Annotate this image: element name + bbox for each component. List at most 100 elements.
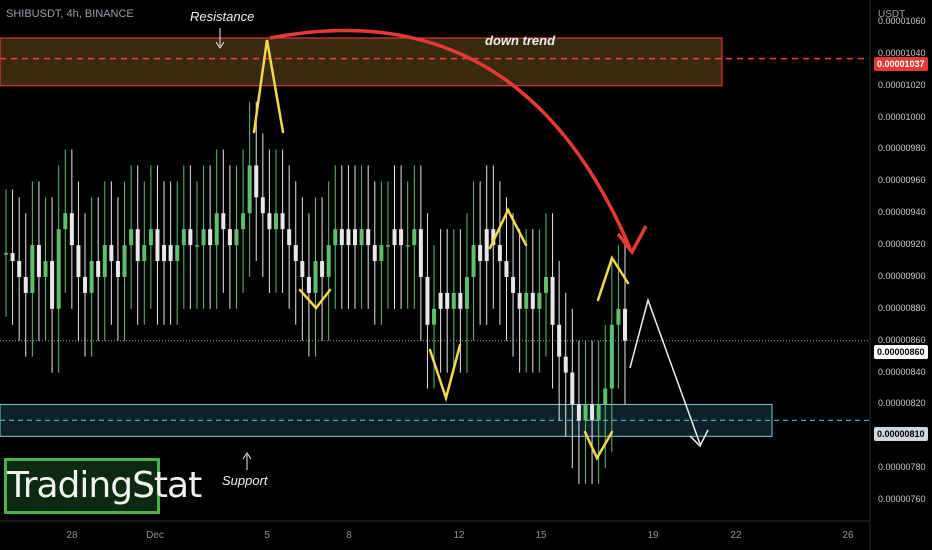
candle-body: [247, 165, 252, 214]
candle: [122, 181, 127, 341]
peak-wave-3: [596, 255, 630, 302]
candle-body: [43, 261, 48, 277]
candle: [326, 181, 331, 341]
candle-body: [306, 276, 311, 293]
candle: [333, 165, 338, 309]
candle: [425, 213, 430, 389]
candle: [537, 229, 542, 373]
candle: [563, 292, 568, 437]
candle-body: [89, 261, 94, 293]
candle-body: [471, 245, 476, 277]
y-tick-label: 0.00001020: [878, 79, 926, 90]
candle-body: [451, 292, 456, 309]
down-trend-arrow: [269, 28, 632, 249]
candle: [366, 165, 371, 309]
candle: [63, 149, 68, 293]
candle-body: [524, 292, 529, 309]
candle-body: [221, 213, 226, 230]
candle-body: [23, 276, 28, 293]
candle: [339, 165, 344, 309]
current-price-badge: 0.00000860: [874, 345, 928, 359]
candle-body: [379, 245, 384, 262]
candle-body: [326, 245, 331, 277]
candle-body: [590, 404, 595, 421]
candle: [36, 181, 41, 341]
candle-body: [530, 292, 535, 309]
candle: [504, 197, 509, 341]
x-tick-label: 12: [453, 530, 465, 541]
candle: [273, 149, 278, 293]
x-tick-label: 5: [264, 530, 270, 541]
x-tick-label: Dec: [146, 530, 164, 541]
candle: [451, 229, 456, 373]
brand-logo: TradingStat: [4, 458, 202, 514]
candle-body: [227, 229, 232, 246]
candle-body: [313, 261, 318, 293]
resistance-peak-wave: [252, 39, 285, 134]
candle: [23, 213, 28, 357]
candle: [353, 165, 358, 309]
candle-body: [293, 245, 298, 262]
candle: [234, 165, 239, 309]
candle-body: [504, 261, 509, 277]
candle-body: [425, 276, 430, 325]
candle: [306, 213, 311, 357]
candle: [583, 340, 588, 485]
candle: [399, 165, 404, 309]
candle-body: [596, 404, 601, 421]
candle: [412, 165, 417, 309]
candle: [241, 149, 246, 293]
candle-body: [478, 245, 483, 262]
candle: [260, 133, 265, 277]
candle: [188, 165, 193, 309]
candle-body: [550, 276, 555, 325]
brand-text: TradingStat: [7, 465, 202, 506]
candle: [418, 165, 423, 341]
candle-body: [339, 229, 344, 246]
candle: [458, 229, 463, 373]
candle-body: [96, 261, 101, 277]
candle-body: [623, 308, 627, 341]
resistance-pointer-arrow: [215, 28, 225, 49]
candle: [550, 213, 555, 389]
support-zone: [0, 403, 773, 437]
candle: [43, 197, 48, 341]
candle: [17, 197, 22, 341]
projection-arrow-head: [689, 429, 709, 448]
candle: [346, 165, 351, 309]
candle-body: [102, 245, 107, 277]
candle-body: [346, 229, 351, 246]
candle-body: [287, 229, 292, 246]
candle: [69, 149, 74, 309]
support-label: Support: [222, 473, 268, 488]
currency-unit: USDT: [878, 9, 906, 20]
candle-body: [280, 213, 285, 230]
candle: [543, 213, 548, 357]
candle-body: [188, 229, 193, 246]
candle-body: [412, 229, 417, 246]
candle-body: [76, 245, 81, 277]
candle: [194, 181, 199, 309]
resistance-label: Resistance: [190, 9, 255, 24]
candle-body: [50, 261, 55, 309]
candle-body: [464, 276, 469, 309]
candle: [148, 165, 153, 309]
dip-wave-1: [298, 288, 332, 310]
candle-body: [181, 229, 186, 246]
candle: [497, 181, 502, 325]
candle: [484, 165, 489, 325]
candle-body: [484, 229, 489, 262]
candle-body: [155, 229, 160, 262]
candle-body: [543, 276, 548, 293]
candle-body: [148, 229, 153, 246]
candle-body: [445, 292, 450, 309]
y-tick-label: 0.00000940: [878, 207, 926, 218]
x-tick-label: 8: [346, 530, 352, 541]
y-tick-label: 0.00000820: [878, 398, 926, 409]
candle-body: [129, 229, 134, 246]
x-tick-label: 15: [535, 530, 547, 541]
candle: [287, 165, 292, 309]
candle-body: [609, 324, 614, 389]
